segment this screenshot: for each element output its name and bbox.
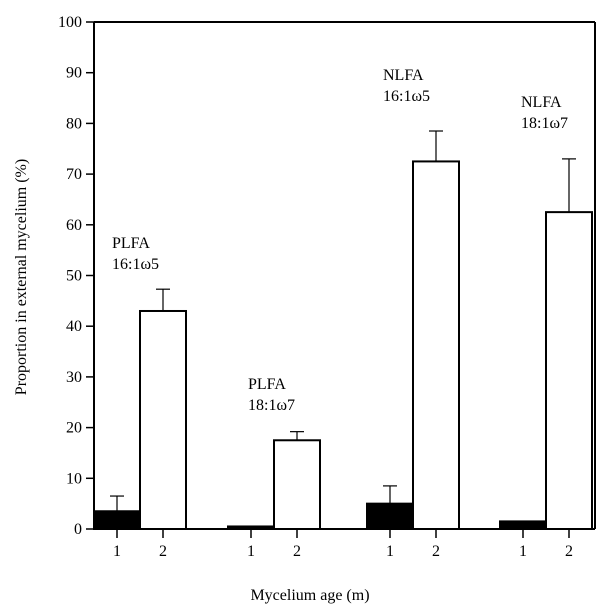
group-label: 16:1ω5 bbox=[383, 88, 430, 105]
bars bbox=[93, 130, 593, 531]
bar bbox=[499, 520, 547, 531]
x-tick-label: 1 bbox=[247, 543, 255, 560]
y-axis-title: Proportion in external mycelium (%) bbox=[13, 159, 30, 395]
y-tick-label: 90 bbox=[66, 65, 82, 82]
bar bbox=[273, 439, 321, 530]
group-label: PLFA bbox=[248, 376, 286, 393]
y-tick-label: 70 bbox=[66, 166, 82, 183]
y-tick-label: 60 bbox=[66, 217, 82, 234]
y-tick-label: 80 bbox=[66, 115, 82, 132]
group-label: 18:1ω7 bbox=[248, 397, 295, 414]
y-tick-label: 40 bbox=[66, 318, 82, 335]
y-tick-label: 20 bbox=[66, 420, 82, 437]
x-tick-label: 2 bbox=[159, 543, 167, 560]
y-axis: 0 10 20 30 40 50 60 70 80 90 100 bbox=[58, 14, 94, 538]
y-tick-label: 30 bbox=[66, 369, 82, 386]
x-axis: 1 2 1 2 1 2 1 2 bbox=[113, 529, 573, 560]
y-tick-label: 50 bbox=[66, 268, 82, 285]
bar bbox=[545, 211, 593, 530]
bar bbox=[412, 160, 460, 531]
x-tick-label: 2 bbox=[293, 543, 301, 560]
group-label: NLFA bbox=[521, 94, 562, 111]
x-tick-label: 2 bbox=[432, 543, 440, 560]
bar bbox=[227, 525, 275, 531]
x-tick-label: 1 bbox=[386, 543, 394, 560]
y-tick-label: 10 bbox=[66, 470, 82, 487]
group-label: PLFA bbox=[112, 235, 150, 252]
bar bbox=[139, 309, 187, 530]
y-tick-label: 0 bbox=[74, 521, 82, 538]
group-label: NLFA bbox=[383, 67, 424, 84]
group-label: 16:1ω5 bbox=[112, 256, 159, 273]
x-axis-title: Mycelium age (m) bbox=[250, 587, 369, 604]
bar bbox=[366, 502, 414, 530]
x-tick-label: 1 bbox=[519, 543, 527, 560]
x-tick-label: 2 bbox=[565, 543, 573, 560]
group-label: 18:1ω7 bbox=[521, 115, 568, 132]
x-tick-label: 1 bbox=[113, 543, 121, 560]
bar bbox=[93, 510, 141, 531]
y-tick-label: 100 bbox=[58, 14, 82, 31]
group-labels: PLFA 16:1ω5 PLFA 18:1ω7 NLFA 16:1ω5 NLFA 18:1ω7 bbox=[112, 67, 568, 414]
